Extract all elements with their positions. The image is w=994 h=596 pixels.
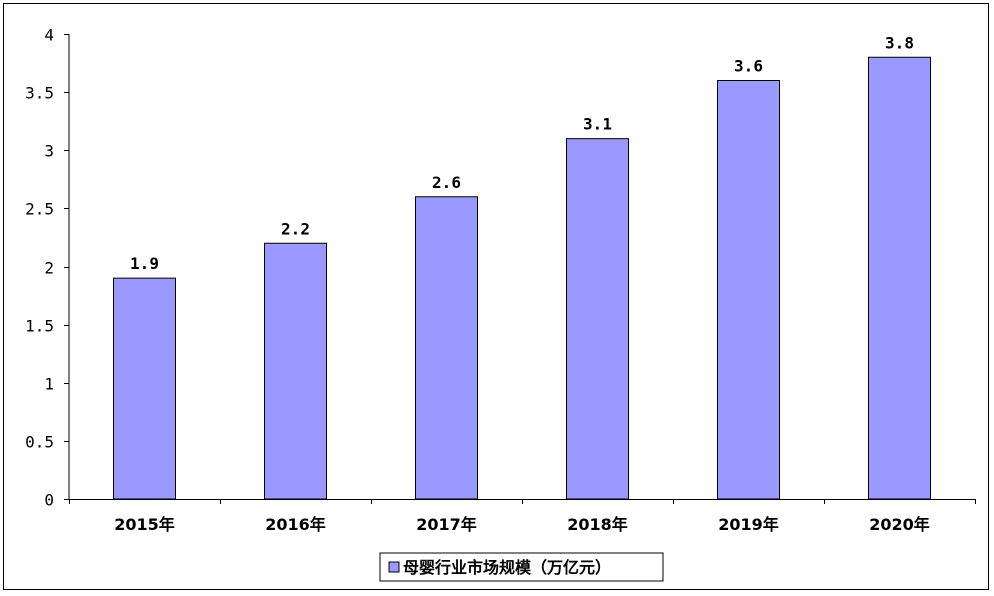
x-tick-label: 2016年 (265, 515, 326, 534)
data-label: 2.6 (432, 173, 461, 192)
y-tick-label: 1 (44, 375, 54, 394)
y-tick-label: 0 (44, 491, 54, 510)
x-tick-label: 2015年 (114, 515, 175, 534)
x-tick-label: 2018年 (567, 515, 628, 534)
y-tick-label: 2.5 (25, 200, 54, 219)
bars (113, 56, 931, 500)
bar (868, 56, 931, 500)
x-tick-label: 2019年 (718, 515, 779, 534)
bar (415, 196, 478, 500)
legend: 母婴行业市场规模（万亿元） (379, 552, 664, 582)
legend-label: 母婴行业市场规模（万亿元） (403, 558, 611, 577)
data-label: 3.8 (885, 33, 914, 52)
y-axis: 0 0.5 1 1.5 2 2.5 3 3.5 4 (25, 26, 70, 510)
bar (264, 242, 327, 500)
data-label: 3.6 (734, 57, 763, 76)
bar (113, 277, 176, 500)
value-labels: 1.9 2.2 2.6 3.1 3.6 3.8 (130, 33, 914, 273)
y-tick-label: 4 (44, 26, 54, 45)
y-tick-label: 3 (44, 142, 54, 161)
y-tick-label: 3.5 (25, 84, 54, 103)
y-tick-label: 2 (44, 259, 54, 278)
x-axis: 2015年 2016年 2017年 2018年 2019年 2020年 (69, 499, 976, 534)
data-label: 3.1 (583, 115, 612, 134)
x-tick-label: 2017年 (416, 515, 477, 534)
bar (717, 80, 780, 500)
bar (566, 138, 629, 500)
y-tick-label: 0.5 (25, 433, 54, 452)
data-label: 2.2 (281, 219, 310, 238)
y-tick-label: 1.5 (25, 317, 54, 336)
legend-box (379, 552, 664, 582)
x-tick-label: 2020年 (869, 515, 930, 534)
legend-swatch (388, 561, 400, 573)
data-label: 1.9 (130, 254, 159, 273)
